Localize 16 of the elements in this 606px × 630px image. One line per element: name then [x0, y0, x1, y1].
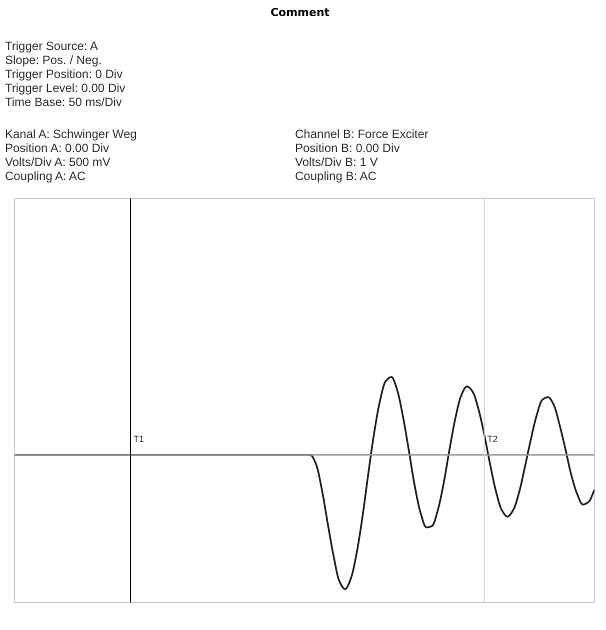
text: Coupling B: AC	[295, 168, 376, 183]
text: Channel B: Force Exciter	[295, 126, 428, 141]
text: Kanal A: Schwinger Weg	[5, 126, 137, 141]
text: Coupling A: AC	[5, 168, 86, 183]
chart-title: Comment	[270, 5, 330, 21]
text: Volts/Div A: 500 mV	[5, 154, 110, 169]
text: Trigger Level: 0.00 Div	[5, 80, 126, 95]
annotation: T2	[487, 434, 498, 444]
text: Position A: 0.00 Div	[5, 140, 110, 155]
text: Time Base: 50 ms/Div	[5, 94, 122, 109]
text: Slope: Pos. / Neg.	[5, 52, 102, 67]
text: Volts/Div B: 1 V	[295, 154, 378, 169]
text: Position B: 0.00 Div	[295, 140, 400, 155]
text: Trigger Position: 0 Div	[5, 66, 123, 81]
text: Trigger Source: A	[5, 38, 98, 53]
annotation: T1	[134, 434, 144, 444]
